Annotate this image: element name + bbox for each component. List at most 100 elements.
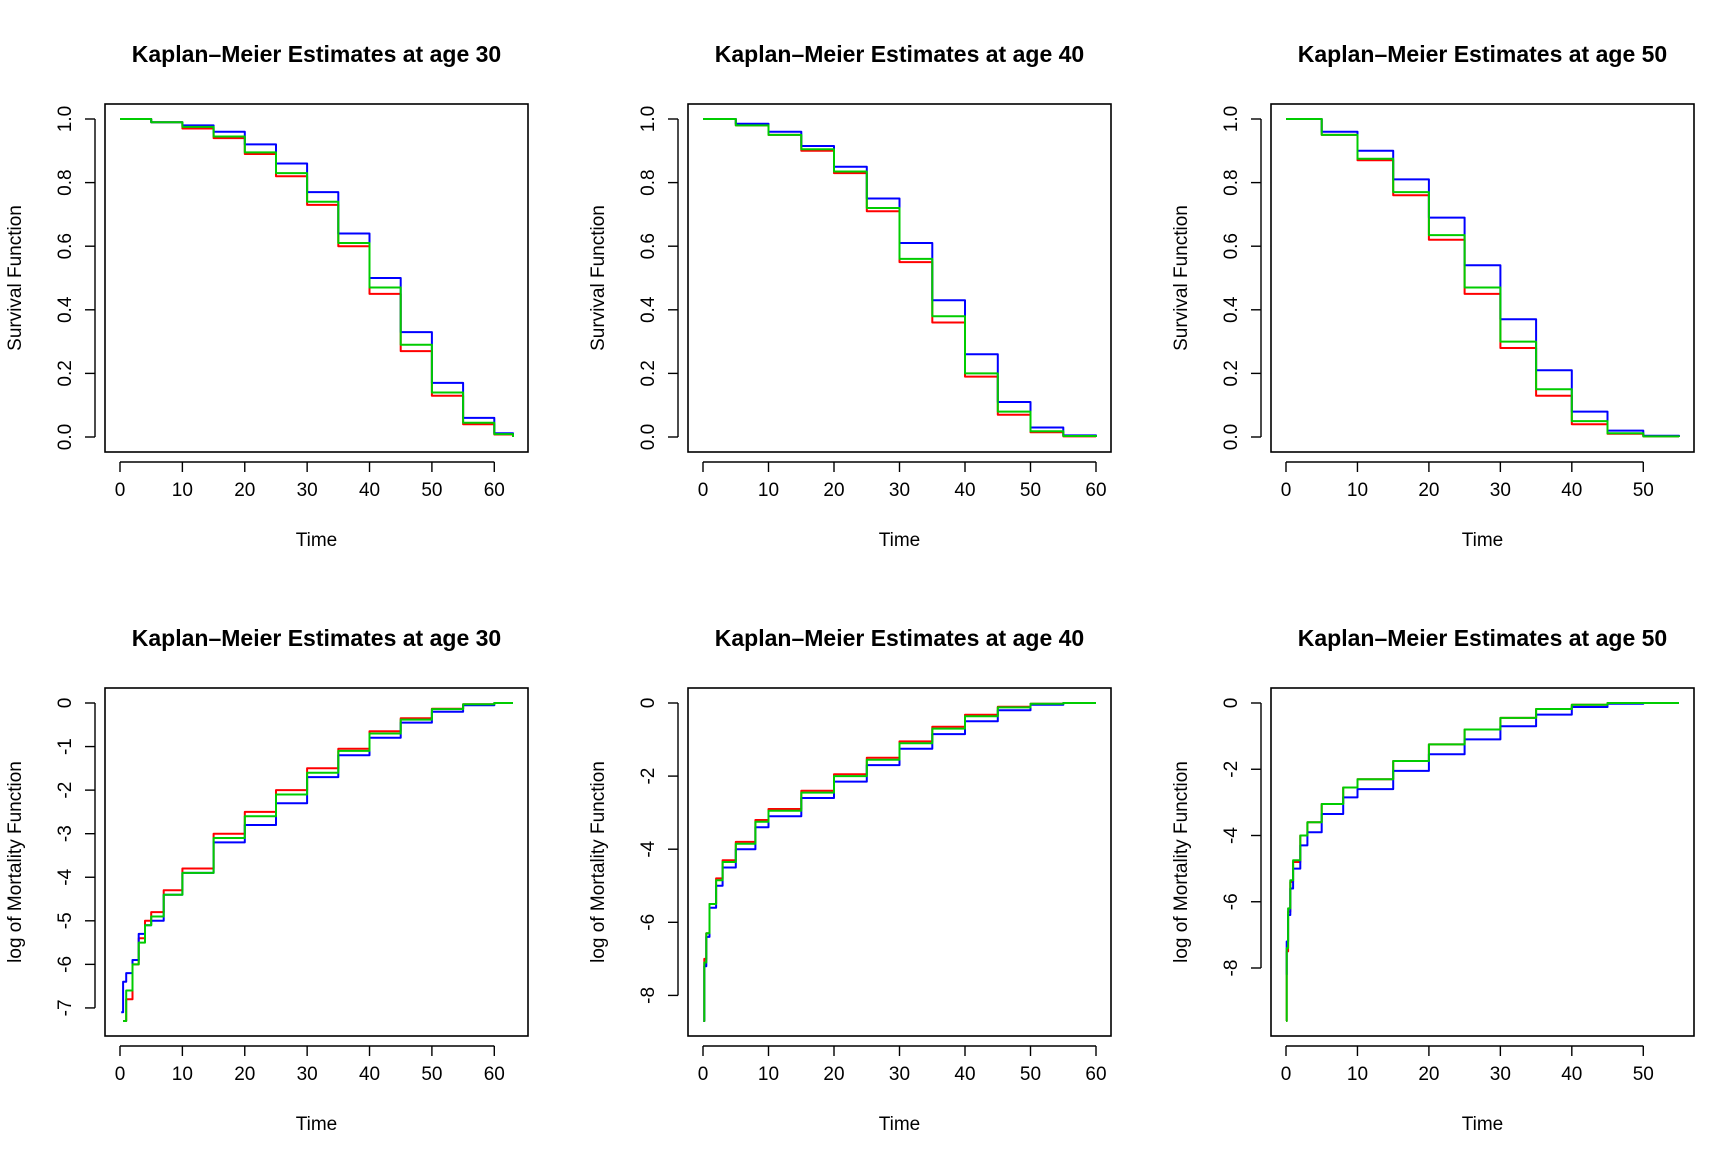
x-axis: 0 10 20 30 40 50 60 Time: [115, 461, 505, 551]
x-tick-label: 20: [234, 1064, 255, 1085]
y-axis: 0.0 0.2 0.4 0.6 0.8 1.0 Survival Function: [588, 106, 679, 450]
y-axis: 0.0 0.2 0.4 0.6 0.8 1.0 Survival Function: [5, 106, 96, 450]
y-tick-label: 0.2: [55, 360, 76, 386]
y-tick-label: -6: [1221, 893, 1242, 910]
x-tick-label: 10: [172, 480, 193, 501]
x-axis-label: Time: [1462, 530, 1504, 551]
y-axis: -8 -6 -4 -2 0 log of Mortality Function: [1171, 698, 1262, 977]
x-tick-label: 60: [1085, 480, 1106, 501]
y-tick-label: 0: [1221, 698, 1242, 709]
series-line-3: [703, 118, 1097, 437]
chart-panel-6: Kaplan–Meier Estimates at age 50 0 10 20 30 4…: [1171, 625, 1695, 1135]
y-tick-label: 0.0: [1221, 424, 1242, 450]
x-axis-label: Time: [296, 1114, 338, 1135]
y-axis-label: log of Mortality Function: [1171, 761, 1192, 963]
series-line-2: [1286, 118, 1680, 437]
series-line-1: [123, 702, 513, 1022]
y-tick-label: -4: [1221, 827, 1242, 844]
y-tick-label: 0.2: [638, 360, 659, 386]
series-line-3: [120, 118, 514, 437]
x-axis-label: Time: [296, 530, 338, 551]
series-line-1: [1286, 118, 1680, 438]
series-group: [120, 118, 514, 437]
x-tick-label: 40: [954, 480, 975, 501]
series-group: [121, 702, 513, 1022]
y-axis-label: Survival Function: [1171, 205, 1192, 351]
x-tick-label: 20: [1418, 480, 1439, 501]
x-axis: 0 10 20 30 40 50 60 Time: [698, 1045, 1107, 1135]
y-tick-label: -3: [55, 825, 76, 842]
x-axis-label: Time: [879, 530, 921, 551]
x-tick-label: 20: [823, 480, 844, 501]
series-line-2: [1285, 702, 1679, 976]
y-tick-label: -8: [1221, 960, 1242, 977]
chart-panel-5: Kaplan–Meier Estimates at age 40 0 10 20 30 4…: [588, 625, 1112, 1135]
x-tick-label: 40: [1561, 1064, 1582, 1085]
series-line-3: [1285, 702, 1679, 1022]
y-tick-label: -2: [1221, 761, 1242, 778]
series-line-3: [1286, 118, 1680, 438]
y-axis-label: Survival Function: [5, 205, 26, 351]
x-tick-label: 50: [1020, 1064, 1041, 1085]
series-line-1: [120, 118, 514, 437]
y-tick-label: -7: [55, 999, 76, 1016]
x-axis: 0 10 20 30 40 50 Time: [1281, 461, 1654, 551]
series-line-1: [1285, 702, 1679, 1022]
y-tick-label: -2: [55, 782, 76, 799]
x-tick-label: 30: [297, 480, 318, 501]
x-tick-label: 40: [954, 1064, 975, 1085]
x-axis-label: Time: [879, 1114, 921, 1135]
x-axis: 0 10 20 30 40 50 Time: [1281, 1045, 1654, 1135]
y-axis: -8 -6 -4 -2 0 log of Mortality Function: [588, 698, 679, 1004]
chart-title: Kaplan–Meier Estimates at age 40: [715, 41, 1084, 67]
plot-frame: [1270, 103, 1695, 453]
plot-frame: [1270, 687, 1695, 1037]
chart-title: Kaplan–Meier Estimates at age 30: [132, 41, 501, 67]
chart-title: Kaplan–Meier Estimates at age 50: [1298, 41, 1667, 67]
x-tick-label: 0: [115, 480, 126, 501]
y-tick-label: 0.6: [638, 233, 659, 259]
plot-frame: [687, 687, 1112, 1037]
x-tick-label: 10: [1347, 1064, 1368, 1085]
x-tick-label: 0: [1281, 480, 1292, 501]
x-tick-label: 20: [234, 480, 255, 501]
plot-frame: [104, 687, 529, 1037]
y-tick-label: -6: [638, 914, 659, 931]
x-tick-label: 50: [1633, 480, 1654, 501]
x-tick-label: 50: [421, 480, 442, 501]
x-tick-label: 40: [359, 1064, 380, 1085]
chart-panel-1: Kaplan–Meier Estimates at age 30 0 10 20 30 4…: [5, 41, 529, 551]
x-tick-label: 10: [758, 1064, 779, 1085]
y-tick-label: 0.8: [55, 169, 76, 195]
y-tick-label: 0.0: [638, 424, 659, 450]
y-tick-label: -4: [638, 840, 659, 857]
y-axis-label: log of Mortality Function: [588, 761, 609, 963]
y-tick-label: 0.0: [55, 424, 76, 450]
x-tick-label: 20: [823, 1064, 844, 1085]
chart-title: Kaplan–Meier Estimates at age 40: [715, 625, 1084, 651]
x-tick-label: 50: [1633, 1064, 1654, 1085]
series-group: [703, 702, 1096, 1022]
chart-panel-4: Kaplan–Meier Estimates at age 30 0 10 20 30 4…: [5, 625, 529, 1135]
plot-frame: [687, 103, 1112, 453]
y-tick-label: 1.0: [638, 106, 659, 132]
x-tick-label: 0: [698, 1064, 709, 1085]
x-tick-label: 10: [172, 1064, 193, 1085]
plot-frame: [104, 103, 529, 453]
y-axis-label: Survival Function: [588, 205, 609, 351]
x-tick-label: 60: [484, 1064, 505, 1085]
x-tick-label: 50: [1020, 480, 1041, 501]
x-tick-label: 40: [359, 480, 380, 501]
series-group: [1286, 118, 1680, 438]
x-tick-label: 10: [1347, 480, 1368, 501]
chart-title: Kaplan–Meier Estimates at age 30: [132, 625, 501, 651]
y-axis: -7 -6 -5 -4 -3 -2 -1 0 log of Mortality Function: [5, 698, 96, 1016]
y-tick-label: -8: [638, 987, 659, 1004]
x-tick-label: 30: [297, 1064, 318, 1085]
x-tick-label: 30: [1490, 480, 1511, 501]
series-line-2: [121, 702, 513, 1014]
x-axis: 0 10 20 30 40 50 60 Time: [698, 461, 1107, 551]
x-tick-label: 40: [1561, 480, 1582, 501]
x-tick-label: 20: [1418, 1064, 1439, 1085]
x-tick-label: 0: [1281, 1064, 1292, 1085]
